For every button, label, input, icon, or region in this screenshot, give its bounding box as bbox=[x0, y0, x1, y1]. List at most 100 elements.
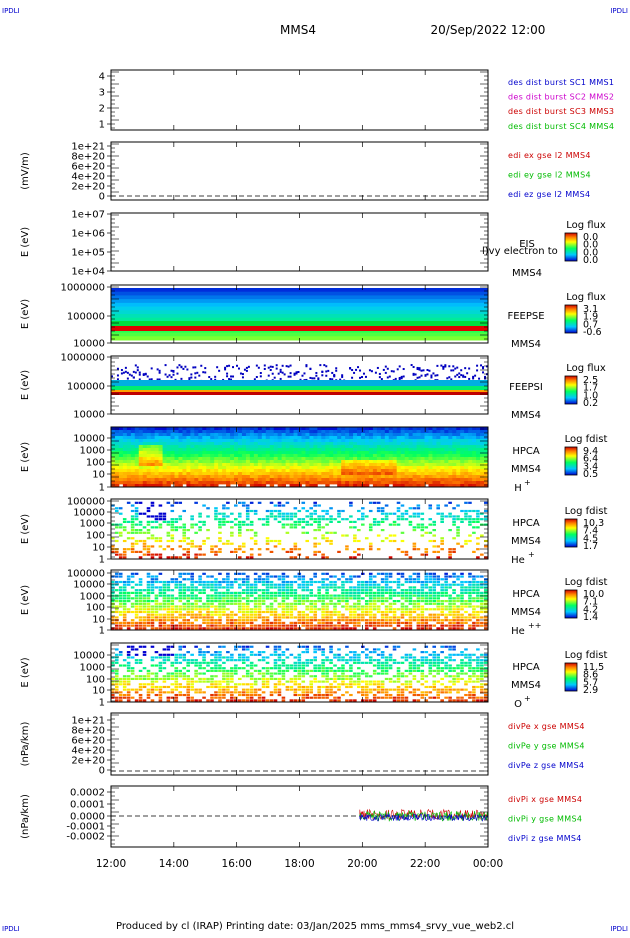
spectrogram-pixel bbox=[381, 616, 385, 618]
spectrogram-pixel bbox=[409, 442, 413, 445]
spectrogram-pixel bbox=[393, 521, 397, 523]
spectrogram-pixel bbox=[373, 521, 377, 523]
spectrogram-pixel bbox=[218, 526, 222, 528]
spectrogram-pixel bbox=[401, 481, 405, 484]
spectrogram-pixel bbox=[163, 513, 167, 515]
spectrogram-pixel bbox=[171, 537, 175, 539]
spectrogram-pixel bbox=[127, 678, 131, 680]
spectrogram-pixel bbox=[143, 448, 147, 451]
spectrogram-pixel bbox=[139, 581, 143, 583]
spectrogram-pixel bbox=[377, 445, 381, 448]
spectrogram-pixel bbox=[385, 466, 389, 469]
spectrogram-pixel bbox=[329, 611, 333, 613]
spectrogram-pixel bbox=[147, 529, 151, 531]
spectrogram-pixel bbox=[401, 575, 405, 577]
spectrogram-pixel bbox=[409, 575, 413, 577]
spectrogram-pixel bbox=[238, 469, 242, 472]
spectrogram-pixel bbox=[448, 584, 452, 586]
spectrogram-pixel bbox=[131, 436, 135, 439]
spectrogram-pixel bbox=[321, 554, 325, 556]
spectrogram-pixel bbox=[274, 608, 278, 610]
spectrogram-pixel bbox=[428, 616, 432, 618]
spectrogram-pixel bbox=[167, 376, 169, 378]
spectrogram-pixel bbox=[417, 427, 421, 430]
spectrogram-pixel bbox=[178, 595, 182, 597]
spectrogram-pixel bbox=[155, 581, 159, 583]
spectrogram-pixel bbox=[250, 622, 254, 624]
spectrogram-pixel bbox=[413, 513, 417, 515]
spectrogram-pixel bbox=[159, 554, 163, 556]
spectrogram-pixel bbox=[432, 372, 434, 374]
spectrogram-pixel bbox=[186, 457, 190, 460]
spectrogram-pixel bbox=[230, 466, 234, 469]
spectrogram-pixel bbox=[226, 430, 230, 433]
spectrogram-pixel bbox=[476, 439, 480, 442]
spectrogram-pixel bbox=[214, 481, 218, 484]
spectrogram-pixel bbox=[357, 430, 361, 433]
spectrogram-pixel bbox=[313, 600, 317, 602]
spectrogram-pixel bbox=[254, 627, 258, 629]
spectrogram-pixel bbox=[349, 481, 353, 484]
spectrogram-pixel bbox=[399, 377, 401, 379]
spectrogram-pixel bbox=[178, 481, 182, 484]
spectrogram-pixel bbox=[369, 543, 373, 545]
spectrogram-pixel bbox=[178, 556, 182, 558]
spectrogram-pixel bbox=[246, 622, 250, 624]
spectrogram-pixel bbox=[286, 502, 290, 504]
spectrogram-pixel bbox=[171, 600, 175, 602]
colorbar-title: Log flux bbox=[566, 363, 606, 374]
spectrogram-pixel bbox=[480, 448, 484, 451]
spectrogram-pixel bbox=[250, 448, 254, 451]
spectrogram-pixel bbox=[266, 543, 270, 545]
spectrogram-pixel bbox=[405, 451, 409, 454]
spectrogram-pixel bbox=[266, 454, 270, 457]
spectrogram-pixel bbox=[286, 627, 290, 629]
spectrogram-pixel bbox=[186, 548, 190, 550]
spectrogram-pixel bbox=[266, 608, 270, 610]
spectrogram-pixel bbox=[238, 603, 242, 605]
spectrogram-pixel bbox=[377, 521, 381, 523]
spectrogram-pixel bbox=[436, 603, 440, 605]
spectrogram-pixel bbox=[286, 481, 290, 484]
spectrogram-pixel bbox=[210, 595, 214, 597]
spectrogram-pixel bbox=[143, 439, 147, 442]
spectrogram-pixel bbox=[190, 515, 194, 517]
spectrogram-pixel bbox=[163, 603, 167, 605]
spectrogram-pixel bbox=[226, 436, 230, 439]
spectrogram-pixel bbox=[236, 365, 238, 367]
spectrogram-pixel bbox=[282, 454, 286, 457]
spectrogram-pixel bbox=[373, 445, 377, 448]
spectrogram-pixel bbox=[361, 524, 365, 526]
spectrogram-pixel bbox=[178, 469, 182, 472]
spectrogram-pixel bbox=[329, 454, 333, 457]
spectrogram-pixel bbox=[127, 697, 131, 699]
spectrogram-pixel bbox=[484, 627, 488, 629]
spectrogram-pixel bbox=[262, 611, 266, 613]
spectrogram-pixel bbox=[222, 592, 226, 594]
spectrogram-pixel bbox=[278, 466, 282, 469]
spectrogram-pixel bbox=[452, 625, 456, 627]
spectrogram-pixel bbox=[428, 573, 432, 575]
spectrogram-pixel bbox=[476, 469, 480, 472]
spectrogram-pixel bbox=[440, 608, 444, 610]
spectrogram-pixel bbox=[246, 367, 248, 369]
spectrogram-pixel bbox=[198, 529, 202, 531]
spectrogram-pixel bbox=[143, 445, 147, 448]
spectrogram-pixel bbox=[428, 445, 432, 448]
spectrogram-pixel bbox=[405, 460, 409, 463]
spectrogram-pixel bbox=[202, 616, 206, 618]
spectrogram-pixel bbox=[218, 463, 222, 466]
spectrogram-pixel bbox=[309, 463, 313, 466]
spectrogram-pixel bbox=[309, 600, 313, 602]
spectrogram-pixel bbox=[246, 518, 250, 520]
spectrogram-pixel bbox=[202, 573, 206, 575]
spectrogram-pixel bbox=[357, 433, 361, 436]
spectrogram-pixel bbox=[381, 436, 385, 439]
spectrogram-pixel bbox=[238, 454, 242, 457]
spectrogram-pixel bbox=[421, 616, 425, 618]
spectrogram-pixel bbox=[250, 430, 254, 433]
spectrogram-pixel bbox=[270, 454, 274, 457]
spectrogram-pixel bbox=[432, 469, 436, 472]
